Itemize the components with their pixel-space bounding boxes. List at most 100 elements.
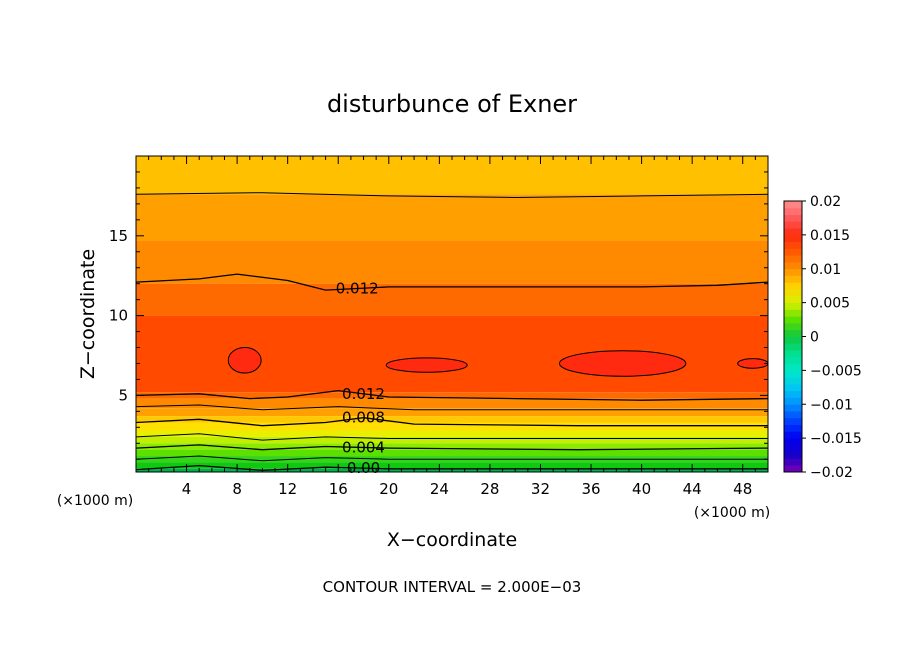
colorbar-segment (784, 248, 802, 256)
colorbar-segment (784, 255, 802, 263)
x-axis-label: X−coordinate (387, 529, 517, 551)
contour-band (136, 422, 768, 431)
colorbar-segment (784, 343, 802, 351)
x-tick-label: 28 (480, 480, 499, 498)
colorbar-tick-label: −0.015 (810, 431, 862, 447)
colorbar-segment (784, 234, 802, 243)
colorbar-tick-label: 0.005 (810, 296, 850, 312)
x-unit-left: (×1000 m) (57, 493, 133, 509)
colorbar-tick-label: −0.01 (810, 397, 853, 413)
colorbar-segment (784, 444, 802, 453)
colorbar-segment (784, 322, 802, 331)
contour-cell (227, 347, 262, 374)
colorbar: 0.02 0.015 0.01 0.005 0 −0.005 −0.01 −0.015 −0.0… (783, 194, 862, 481)
colorbar-segment (784, 424, 802, 432)
contour-band (136, 194, 768, 241)
x-tick-label: 48 (733, 480, 752, 498)
colorbar-segments (784, 201, 802, 473)
colorbar-segment (784, 261, 802, 270)
x-tick-label: 4 (182, 480, 192, 498)
y-tick-label: 10 (109, 307, 128, 325)
colorbar-tick-label: −0.02 (810, 465, 853, 481)
colorbar-segment (784, 289, 802, 297)
colorbar-segment (784, 417, 802, 425)
colorbar-segment (784, 451, 802, 459)
colorbar-tick-label: 0 (810, 330, 819, 346)
contour-label: 0.004 (342, 438, 385, 456)
contour-label: 0.008 (342, 409, 385, 427)
contour-label: 0.012 (336, 279, 379, 297)
contour-band (136, 449, 768, 457)
x-tick-label: 8 (232, 480, 242, 498)
colorbar-segment (784, 411, 802, 419)
x-tick-label: 40 (632, 480, 651, 498)
colorbar-segment (784, 316, 802, 324)
contour-line (136, 417, 768, 427)
maximum-cells (227, 347, 768, 377)
colorbar-segment (784, 404, 802, 412)
colorbar-segment (784, 241, 802, 249)
colorbar-segment (784, 207, 802, 215)
colorbar-segment (784, 383, 802, 392)
colorbar-segment (784, 214, 802, 222)
colorbar-segment (784, 282, 802, 290)
colorbar-segment (784, 302, 802, 310)
colorbar-segment (784, 397, 802, 405)
colorbar-segment (784, 309, 802, 317)
colorbar-segment (784, 268, 802, 276)
x-tick-label: 20 (379, 480, 398, 498)
contour-line (136, 273, 768, 291)
contour-line (136, 455, 768, 462)
y-tick-label: 15 (109, 227, 128, 245)
contour-band (136, 430, 768, 437)
contour-line (136, 433, 768, 441)
colorbar-segment (784, 275, 802, 283)
contour-band (136, 436, 768, 444)
contour-band (136, 443, 768, 450)
colorbar-segment (784, 438, 802, 446)
contour-band (136, 392, 768, 399)
contour-band (136, 398, 768, 409)
contour-cell (737, 358, 768, 369)
contour-line (136, 192, 768, 199)
contour-cell (385, 357, 468, 373)
colorbar-segment (784, 431, 802, 439)
y-tick-label: 5 (118, 386, 128, 404)
colorbar-segment (784, 221, 802, 229)
contour-label: 0.012 (342, 385, 385, 403)
colorbar-tick-label: −0.005 (810, 363, 862, 379)
contour-lines (136, 192, 768, 472)
x-tick-label: 32 (531, 480, 550, 498)
contour-band (136, 156, 768, 195)
chart-title: disturbunce of Exner (327, 90, 577, 118)
colorbar-segment (784, 228, 802, 236)
x-tick-label: 44 (683, 480, 702, 498)
colorbar-segment (784, 350, 802, 358)
colorbar-ticks: 0.02 0.015 0.01 0.005 0 −0.005 −0.01 −0.015 −0.0… (802, 194, 862, 481)
contour-band (136, 240, 768, 284)
colorbar-segment (784, 377, 802, 385)
colorbar-tick-label: 0.01 (810, 262, 841, 278)
contour-band (136, 283, 768, 316)
y-axis-ticks: 5 10 15 (109, 171, 768, 460)
x-tick-label: 16 (329, 480, 348, 498)
contour-line (136, 444, 768, 451)
x-axis-ticks: 4 8 12 16 20 24 28 32 36 40 44 48 (148, 156, 756, 498)
x-tick-label: 36 (581, 480, 600, 498)
colorbar-tick-label: 0.02 (810, 194, 841, 210)
contour-line (136, 404, 768, 411)
contour-interval: CONTOUR INTERVAL = 2.000E−03 (323, 578, 582, 596)
contour-line (136, 389, 768, 401)
contour-band (136, 408, 768, 417)
x-unit-right: (×1000 m) (694, 505, 770, 521)
colorbar-segment (784, 458, 802, 466)
contour-band (136, 416, 768, 423)
colorbar-segment (784, 370, 802, 378)
colorbar-segment (784, 465, 802, 473)
contour-cell (558, 350, 687, 377)
colorbar-segment (784, 356, 802, 364)
contour-band (136, 462, 768, 469)
colorbar-segment (784, 295, 802, 304)
